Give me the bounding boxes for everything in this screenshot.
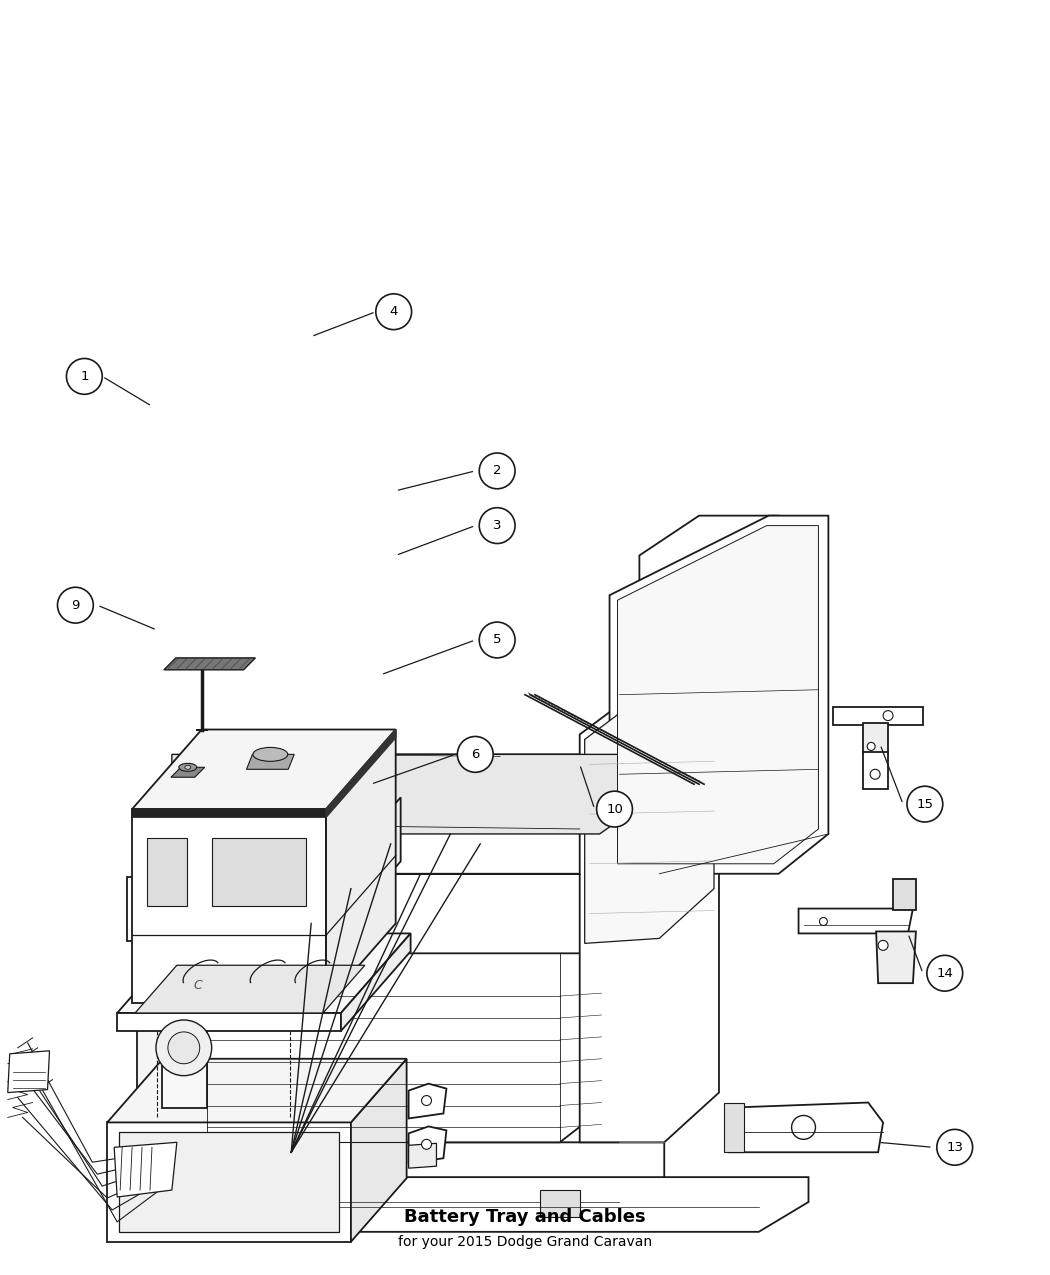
- Polygon shape: [138, 834, 202, 873]
- Text: Battery Tray and Cables: Battery Tray and Cables: [404, 1207, 646, 1227]
- Polygon shape: [132, 810, 327, 1003]
- Circle shape: [58, 588, 93, 623]
- Text: 4: 4: [390, 305, 398, 319]
- Text: 9: 9: [71, 599, 80, 612]
- Circle shape: [66, 358, 102, 394]
- Polygon shape: [876, 932, 916, 983]
- Polygon shape: [331, 797, 401, 941]
- Circle shape: [870, 769, 880, 779]
- Polygon shape: [408, 1144, 437, 1168]
- Polygon shape: [152, 1177, 808, 1232]
- Polygon shape: [863, 723, 888, 755]
- Polygon shape: [863, 752, 888, 789]
- Polygon shape: [894, 878, 916, 909]
- Polygon shape: [132, 729, 396, 810]
- Polygon shape: [327, 729, 396, 817]
- Polygon shape: [580, 674, 719, 1142]
- Circle shape: [421, 1140, 432, 1149]
- Polygon shape: [639, 515, 779, 674]
- Circle shape: [479, 622, 516, 658]
- Text: 13: 13: [946, 1141, 963, 1154]
- Circle shape: [376, 293, 412, 330]
- Polygon shape: [127, 877, 331, 941]
- Polygon shape: [135, 965, 364, 1014]
- Polygon shape: [727, 1103, 883, 1153]
- Circle shape: [937, 1130, 972, 1165]
- Circle shape: [458, 737, 494, 773]
- Polygon shape: [118, 933, 411, 1014]
- Polygon shape: [723, 1103, 743, 1153]
- Text: for your 2015 Dodge Grand Caravan: for your 2015 Dodge Grand Caravan: [398, 1234, 652, 1248]
- Text: 2: 2: [492, 464, 502, 477]
- Circle shape: [479, 507, 516, 543]
- Circle shape: [927, 955, 963, 991]
- Polygon shape: [147, 838, 187, 907]
- Text: 15: 15: [917, 798, 933, 811]
- Polygon shape: [142, 1142, 665, 1216]
- Circle shape: [596, 792, 632, 827]
- Polygon shape: [132, 810, 327, 817]
- Circle shape: [792, 1116, 816, 1140]
- Circle shape: [819, 918, 827, 926]
- Circle shape: [168, 1031, 200, 1063]
- Circle shape: [479, 453, 516, 488]
- Polygon shape: [107, 1122, 351, 1242]
- Ellipse shape: [253, 747, 288, 761]
- Polygon shape: [171, 768, 205, 778]
- Circle shape: [907, 787, 943, 822]
- Polygon shape: [7, 1051, 49, 1093]
- Circle shape: [156, 1020, 212, 1076]
- Text: 3: 3: [492, 519, 502, 532]
- Polygon shape: [114, 1142, 176, 1197]
- Ellipse shape: [178, 764, 196, 771]
- Polygon shape: [138, 755, 699, 873]
- Polygon shape: [617, 525, 818, 863]
- Polygon shape: [585, 685, 714, 944]
- Text: 6: 6: [471, 748, 480, 761]
- Polygon shape: [118, 1014, 341, 1031]
- Polygon shape: [610, 515, 828, 873]
- Circle shape: [421, 1095, 432, 1105]
- Polygon shape: [408, 1084, 446, 1118]
- Polygon shape: [164, 658, 255, 669]
- Polygon shape: [119, 1132, 339, 1232]
- Circle shape: [867, 742, 875, 751]
- Polygon shape: [834, 706, 923, 724]
- Polygon shape: [341, 933, 411, 1031]
- Text: 10: 10: [606, 802, 623, 816]
- Polygon shape: [162, 954, 605, 1142]
- Text: 14: 14: [937, 966, 953, 979]
- Polygon shape: [408, 1126, 446, 1163]
- Polygon shape: [107, 1058, 406, 1122]
- Text: 5: 5: [492, 634, 502, 646]
- Text: 1: 1: [80, 370, 88, 382]
- Polygon shape: [212, 838, 307, 907]
- Circle shape: [883, 710, 894, 720]
- Polygon shape: [799, 909, 912, 933]
- Polygon shape: [327, 729, 396, 1003]
- Circle shape: [878, 941, 888, 950]
- Polygon shape: [540, 1190, 580, 1216]
- Polygon shape: [162, 988, 207, 1108]
- Polygon shape: [639, 674, 774, 794]
- Polygon shape: [138, 873, 167, 1182]
- Polygon shape: [247, 755, 294, 769]
- Polygon shape: [172, 755, 699, 834]
- Polygon shape: [351, 1058, 406, 1242]
- Ellipse shape: [185, 765, 191, 769]
- Polygon shape: [176, 1190, 216, 1216]
- Text: C: C: [193, 979, 202, 992]
